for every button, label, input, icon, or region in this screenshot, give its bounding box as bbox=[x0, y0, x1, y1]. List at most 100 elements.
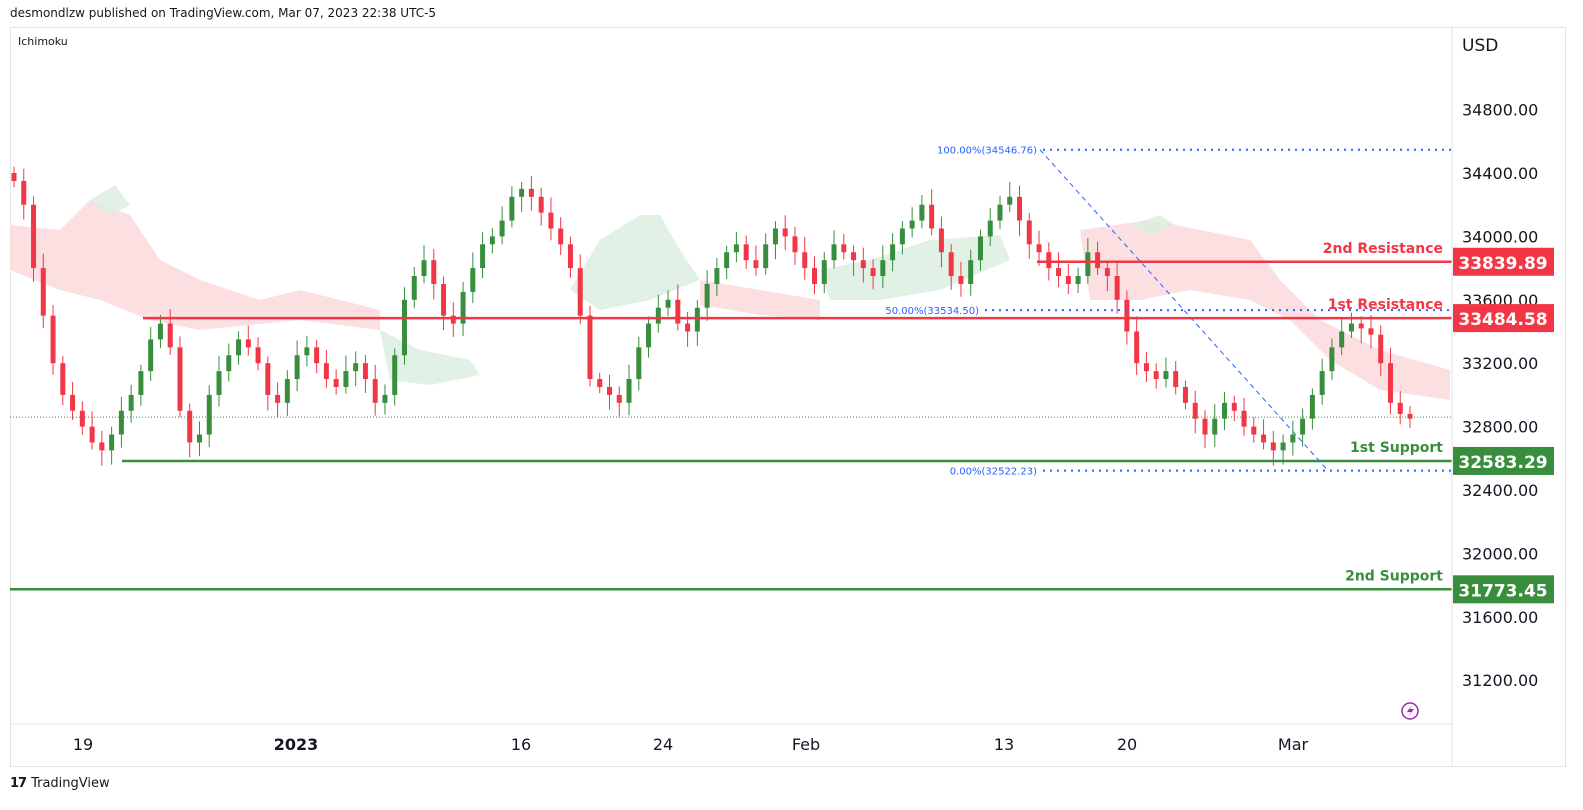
candle-body bbox=[1085, 252, 1091, 277]
candle-body bbox=[938, 228, 944, 253]
ichimoku-cloud bbox=[1130, 215, 1175, 235]
candle-body bbox=[528, 188, 534, 197]
indicator-name[interactable]: Ichimoku bbox=[18, 35, 68, 48]
candle-body bbox=[1358, 323, 1364, 329]
candle-body bbox=[1036, 244, 1042, 253]
ichimoku-cloud bbox=[1080, 220, 1450, 400]
candle-body bbox=[704, 283, 710, 308]
candle-body bbox=[1046, 252, 1052, 269]
y-tick-label: 32400.00 bbox=[1462, 481, 1538, 500]
candle-body bbox=[372, 379, 378, 403]
candle-body bbox=[236, 339, 242, 356]
candle-body bbox=[1007, 196, 1013, 205]
publisher-line: desmondlzw published on TradingView.com,… bbox=[10, 6, 437, 20]
candle-body bbox=[206, 394, 212, 435]
candle-body bbox=[890, 244, 896, 261]
candle-body bbox=[441, 283, 447, 316]
candle-body bbox=[1095, 252, 1101, 269]
candle-body bbox=[567, 244, 573, 269]
candle-body bbox=[275, 394, 281, 403]
candle-body bbox=[1270, 442, 1276, 451]
candle-body bbox=[812, 268, 818, 284]
candle-body bbox=[1387, 363, 1393, 403]
candle-body bbox=[1251, 426, 1257, 435]
y-tick-label: 33200.00 bbox=[1462, 354, 1538, 373]
fib-level-label: 100.00%(34546.76) bbox=[937, 146, 1037, 157]
currency-label: USD bbox=[1462, 36, 1498, 56]
candle-body bbox=[1300, 418, 1306, 435]
footer-brand: TradingView bbox=[31, 776, 110, 791]
candle-body bbox=[1261, 434, 1267, 443]
candle-body bbox=[870, 268, 876, 277]
level-price-badge bbox=[1453, 446, 1554, 475]
level-price-badge bbox=[1453, 575, 1554, 604]
level-name: 1st Support bbox=[1350, 440, 1443, 456]
y-tick-label: 31600.00 bbox=[1462, 608, 1538, 627]
x-tick-label: 13 bbox=[994, 735, 1014, 754]
candle-body bbox=[333, 379, 339, 387]
candle-body bbox=[851, 252, 857, 261]
candle-body bbox=[138, 371, 144, 395]
candle-body bbox=[977, 236, 983, 261]
candle-body bbox=[362, 363, 368, 380]
candle-body bbox=[353, 363, 359, 372]
candle-body bbox=[694, 307, 700, 332]
candle-body bbox=[577, 268, 583, 316]
candle-body bbox=[1329, 347, 1335, 372]
candle-body bbox=[1075, 276, 1081, 284]
x-tick-label: 2023 bbox=[274, 735, 319, 754]
x-tick-label: 19 bbox=[73, 735, 93, 754]
candle-body bbox=[519, 188, 525, 197]
ichimoku-cloud bbox=[10, 200, 380, 330]
candle-body bbox=[79, 410, 85, 427]
candle-body bbox=[675, 299, 681, 324]
candle-body bbox=[411, 276, 417, 300]
candle-body bbox=[1134, 331, 1140, 364]
candle-body bbox=[792, 236, 798, 253]
candle-body bbox=[997, 204, 1003, 221]
candle-body bbox=[1290, 434, 1296, 443]
candle-body bbox=[606, 386, 612, 395]
x-tick-label: 16 bbox=[511, 735, 531, 754]
candle-body bbox=[401, 299, 407, 356]
candle-body bbox=[1124, 299, 1130, 332]
candle-body bbox=[880, 260, 886, 277]
candle-body bbox=[187, 410, 193, 443]
candle-body bbox=[772, 228, 778, 245]
candle-body bbox=[31, 204, 37, 269]
candle-body bbox=[11, 173, 17, 181]
candle-body bbox=[714, 268, 720, 284]
candle-body bbox=[1104, 268, 1110, 277]
candle-body bbox=[343, 371, 349, 387]
candle-body bbox=[1114, 276, 1120, 300]
candle-body bbox=[929, 204, 935, 229]
candle-body bbox=[167, 323, 173, 348]
x-tick-label: Mar bbox=[1278, 735, 1309, 754]
candle-body bbox=[538, 196, 544, 213]
candle-body bbox=[1319, 371, 1325, 395]
candle-body bbox=[1378, 334, 1384, 364]
candle-body bbox=[216, 371, 222, 395]
candle-body bbox=[226, 355, 232, 372]
candle-body bbox=[323, 363, 329, 380]
candle-body bbox=[1017, 196, 1023, 221]
flash-icon[interactable] bbox=[1401, 702, 1419, 720]
candle-body bbox=[899, 228, 905, 245]
candle-body bbox=[646, 323, 652, 348]
candle-body bbox=[1026, 220, 1032, 245]
candle-body bbox=[1397, 402, 1403, 414]
candle-body bbox=[802, 252, 808, 269]
candle-body bbox=[665, 299, 671, 308]
candle-body bbox=[1056, 268, 1062, 277]
candle-body bbox=[509, 196, 515, 221]
level-price-label: 33839.89 bbox=[1458, 254, 1547, 274]
candle-body bbox=[118, 410, 124, 435]
candle-body bbox=[733, 244, 739, 253]
candle-body bbox=[50, 315, 56, 364]
candle-body bbox=[284, 379, 290, 403]
candle-body bbox=[480, 244, 486, 269]
y-tick-label: 34000.00 bbox=[1462, 227, 1538, 246]
candle-body bbox=[968, 260, 974, 284]
candle-body bbox=[421, 260, 427, 277]
